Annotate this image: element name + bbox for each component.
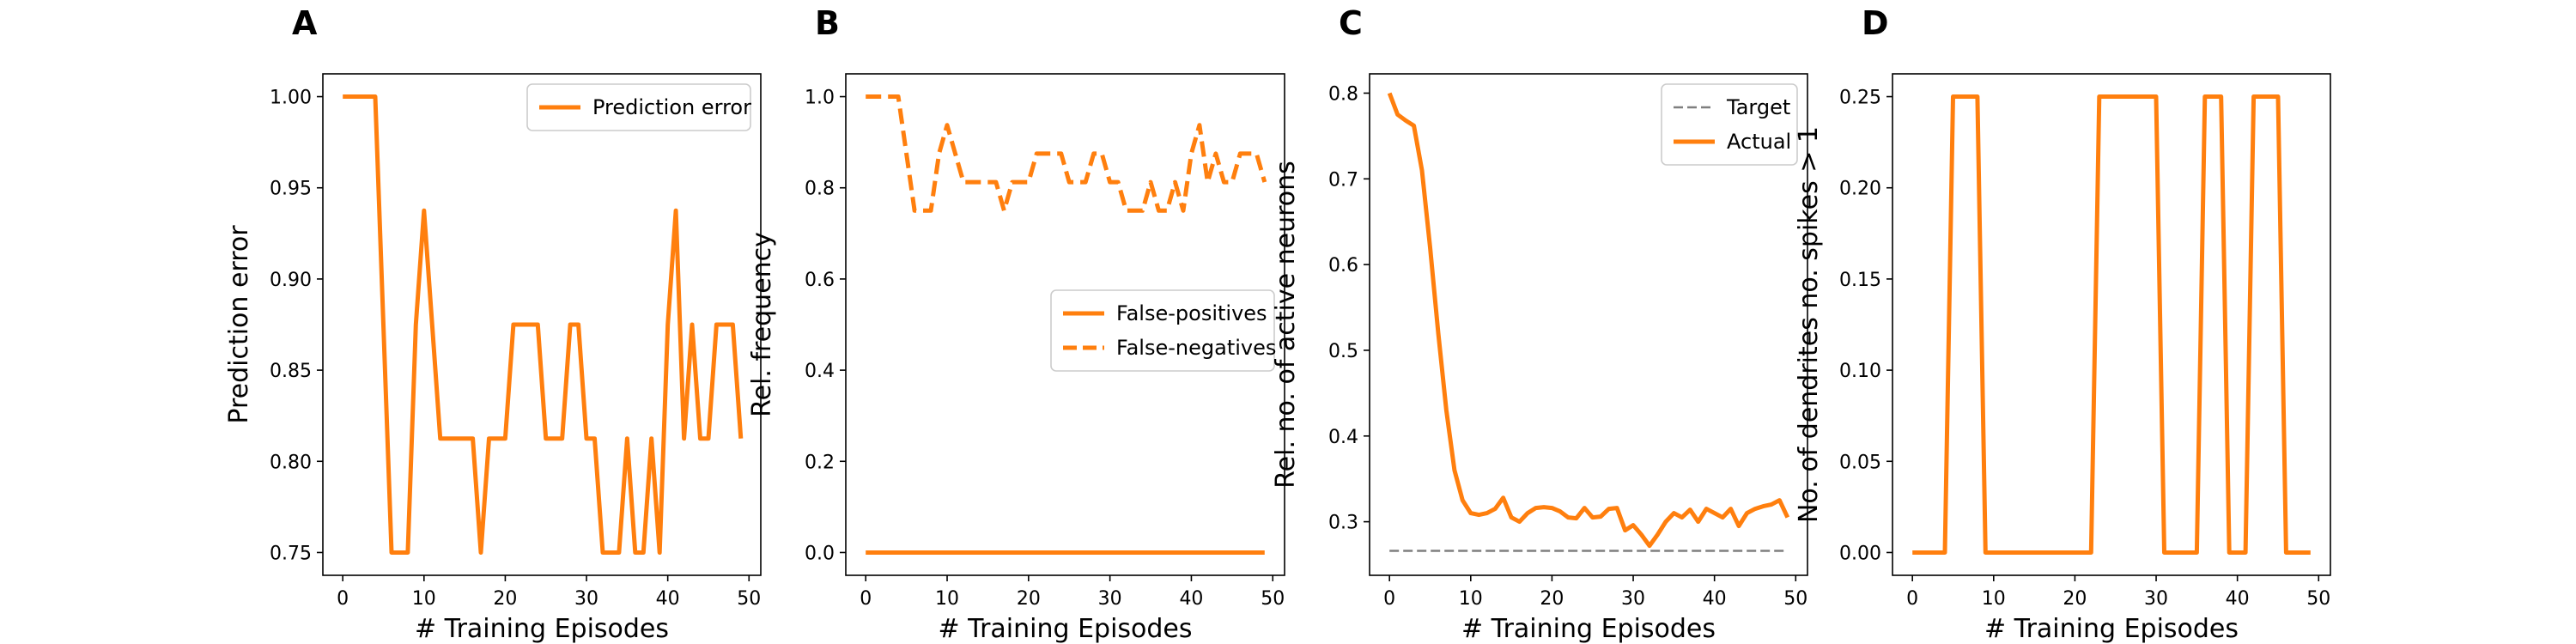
x-axis-label: # Training Episodes [415,614,669,644]
x-tick-label: 20 [1017,588,1041,610]
y-tick-label: 0.6 [1328,255,1358,276]
x-tick-label: 10 [1459,588,1483,610]
legend: Target Actual [1661,83,1798,166]
legend-box [1050,289,1275,372]
y-tick-label: 1.0 [805,88,835,109]
series-line [343,94,744,555]
x-axis-label: # Training Episodes [1984,614,2239,644]
x-axis-label: # Training Episodes [938,614,1192,644]
legend-label: Prediction error [592,95,751,119]
x-tick-label: 50 [737,588,761,610]
x-tick-label: 20 [493,588,517,610]
legend-box [526,83,751,131]
panel-c: C 0 10 20 30 40 50 0.3 0.4 0.5 0.6 0.7 0.8 # Training… [1271,4,1808,644]
x-axis-label: # Training Episodes [1461,614,1716,644]
panel-a: A 0 10 20 30 40 50 0.75 0.80 0.85 0.90 0.95 1.00 # Tr… [224,4,762,644]
axes-frame [845,73,1285,576]
x-tick-label: 50 [2306,588,2330,610]
x-tick-label: 30 [1621,588,1645,610]
x-tick-label: 20 [2063,588,2087,610]
y-tick-label: 0.05 [1839,452,1881,473]
x-tick-label: 0 [860,588,872,610]
y-tick-label: 0.80 [270,452,312,473]
x-tick-label: 40 [1703,588,1727,610]
legend-label: False-positives [1116,301,1267,325]
y-axis-label: No. of dendrites no. spikes > 1 [1794,126,1824,523]
y-tick-label: 0.15 [1839,270,1881,291]
y-tick-label: 0.20 [1839,179,1881,200]
y-tick-label: 0.4 [805,361,835,382]
y-tick-label: 0.3 [1328,513,1358,534]
y-tick-label: 0.8 [1328,83,1358,105]
y-tick-label: 0.90 [270,270,312,291]
y-tick-label: 0.7 [1328,169,1358,191]
legend: False-positives False-negatives [1050,289,1276,372]
x-tick-label: 50 [1261,588,1285,610]
x-tick-label: 40 [2226,588,2250,610]
legend-label: Actual [1727,130,1791,154]
axes-frame [1892,73,2331,576]
legend-label: False-negatives [1116,336,1276,360]
y-axis-label: Prediction error [224,225,254,424]
x-tick-label: 0 [1906,588,1918,610]
y-tick-label: 0.10 [1839,361,1881,382]
panel-letter: D [1862,4,1889,42]
y-tick-label: 0.5 [1328,341,1358,362]
axes-frame [322,73,762,576]
panel-letter: B [815,4,840,42]
y-tick-label: 1.00 [270,88,312,109]
legend-box [1661,83,1798,166]
y-tick-label: 0.4 [1328,427,1358,448]
x-tick-label: 20 [1540,588,1564,610]
x-tick-label: 30 [574,588,598,610]
x-tick-label: 50 [1783,588,1807,610]
x-tick-label: 10 [1982,588,2006,610]
y-axis-label: Rel. no. of active neurons [1271,161,1301,489]
series-line [866,94,1267,213]
y-tick-label: 0.6 [805,270,835,291]
x-tick-label: 0 [1383,588,1395,610]
x-tick-label: 30 [2144,588,2168,610]
y-tick-label: 0.95 [270,179,312,200]
y-axis-label: Rel. frequency [747,232,777,417]
x-tick-label: 40 [656,588,680,610]
y-tick-label: 0.8 [805,179,835,200]
panel-letter: C [1339,4,1363,42]
x-tick-label: 10 [935,588,959,610]
y-tick-label: 0.75 [270,543,312,564]
legend-label: Target [1726,95,1790,119]
panel-d: D 0 10 20 30 40 50 0.00 0.05 0.10 0.15 0.20 0.25 # Tr… [1794,4,2331,644]
x-tick-label: 10 [412,588,436,610]
panel-b: B 0 10 20 30 40 50 0.0 0.2 0.4 0.6 0.8 1.0 # Training… [747,4,1285,644]
axes-frame [1369,73,1808,576]
series-line [1387,92,1790,549]
series-line [1912,94,2311,555]
x-tick-label: 30 [1098,588,1122,610]
legend: Prediction error [526,83,751,131]
y-tick-label: 0.0 [805,543,835,564]
x-tick-label: 40 [1179,588,1203,610]
y-tick-label: 0.25 [1839,88,1881,109]
y-tick-label: 0.00 [1839,543,1881,564]
y-tick-label: 0.2 [805,452,835,473]
panel-letter: A [292,4,318,42]
x-tick-label: 0 [337,588,349,610]
y-tick-label: 0.85 [270,361,312,382]
